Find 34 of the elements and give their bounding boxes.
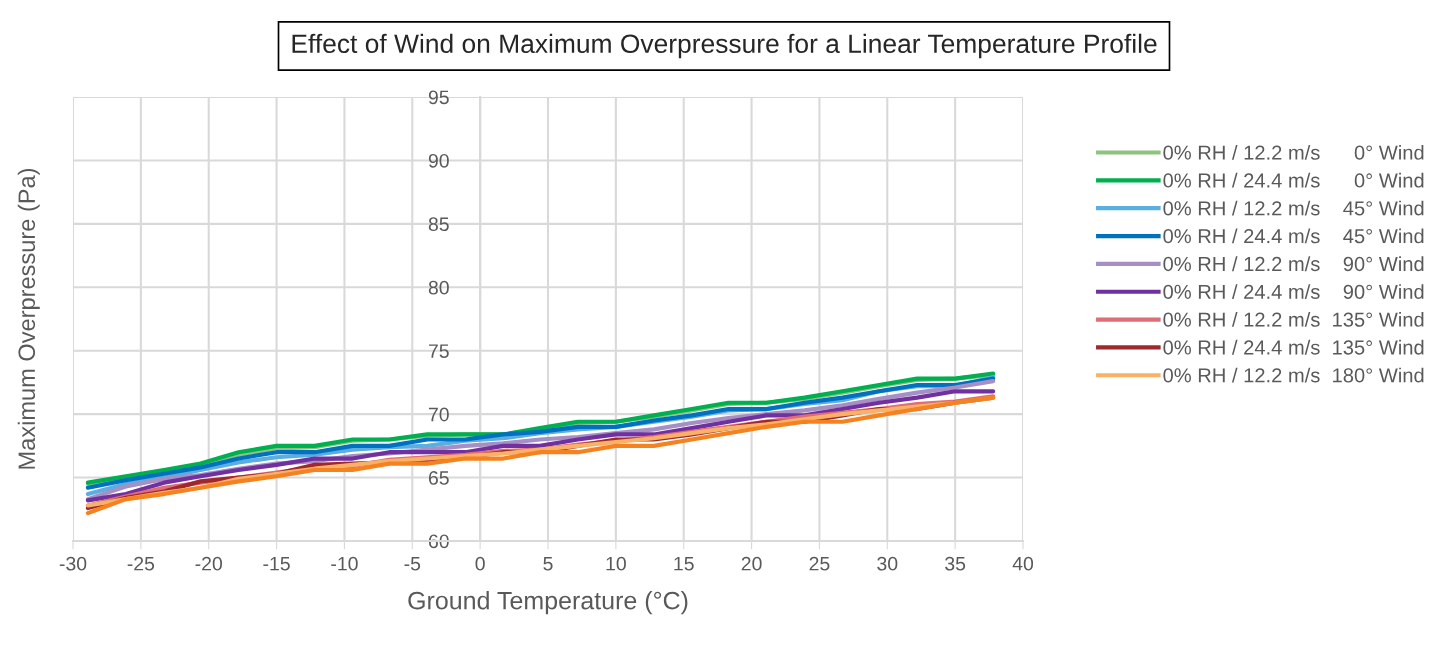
x-tick-label: 30	[877, 556, 898, 571]
x-axis-title: Ground Temperature (°C)	[408, 591, 688, 615]
x-tick-label: 10	[606, 556, 626, 571]
chart-title: Effect of Wind on Maximum Overpressure for a Linear Temperature Profile	[292, 33, 1157, 59]
y-tick-label: 90	[428, 153, 449, 168]
x-tick-label: 25	[809, 556, 830, 571]
x-tick-label: -5	[404, 556, 421, 571]
y-tick-label: 85	[428, 217, 449, 232]
x-tick-label: -25	[127, 556, 155, 571]
x-tick-label: -15	[263, 556, 290, 571]
x-tick-label: 0	[475, 556, 485, 571]
legend-label: 0% RH / 12.2 m/s 45° Wind	[1163, 200, 1424, 216]
x-tick-label: 5	[543, 556, 553, 571]
legend-label: 0% RH / 12.2 m/s 135° Wind	[1163, 312, 1424, 327]
legend-label: 0% RH / 24.4 m/s 135° Wind	[1163, 339, 1424, 355]
y-tick-label: 95	[428, 90, 449, 105]
x-tick-label: 15	[674, 556, 694, 571]
x-tick-label: -20	[195, 556, 223, 571]
legend-label: 0% RH / 12.2 m/s 90° Wind	[1163, 256, 1424, 272]
legend-label: 0% RH / 12.2 m/s 0° Wind	[1163, 144, 1424, 160]
y-tick-label: 80	[428, 280, 449, 295]
legend-label: 0% RH / 24.4 m/s 90° Wind	[1163, 284, 1424, 299]
x-tick-label: -10	[331, 556, 358, 571]
x-tick-label: 40	[1012, 556, 1034, 571]
x-tick-label: 35	[945, 556, 966, 571]
y-tick-label: 70	[428, 407, 449, 422]
x-tick-label: -30	[59, 556, 87, 571]
y-tick-label: 65	[428, 471, 449, 485]
legend-label: 0% RH / 24.4 m/s 45° Wind	[1163, 228, 1424, 244]
x-tick-label: 20	[741, 556, 762, 571]
y-axis-title: Maximum Overpressure (Pa)	[17, 168, 40, 469]
legend-label: 0% RH / 24.4 m/s 0° Wind	[1163, 172, 1424, 188]
legend-label: 0% RH / 12.2 m/s 180° Wind	[1163, 367, 1424, 383]
y-tick-label: 75	[428, 344, 449, 358]
